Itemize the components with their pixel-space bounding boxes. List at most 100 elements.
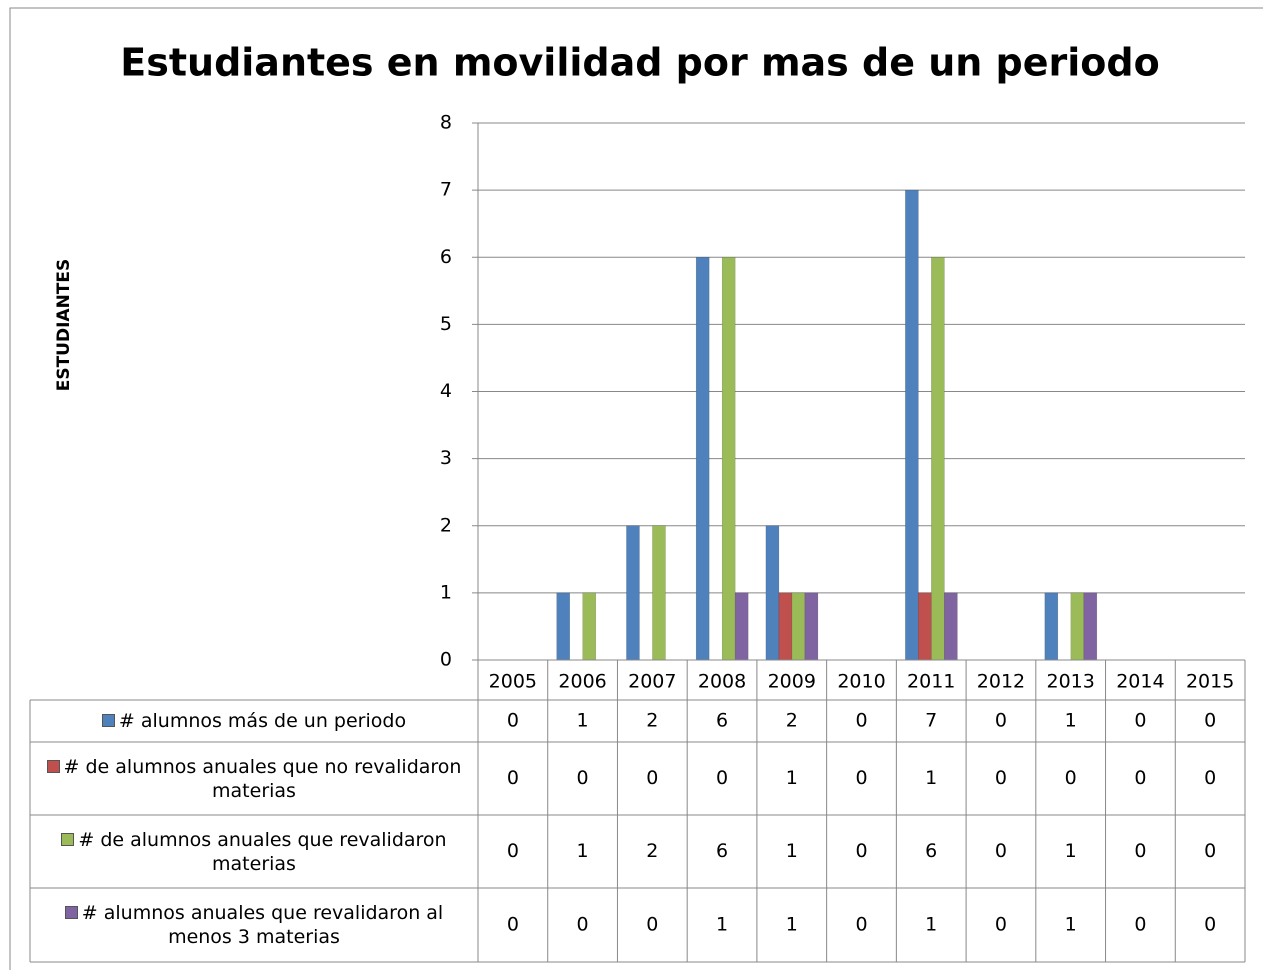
table-value: 1 xyxy=(577,840,589,862)
table-value: 0 xyxy=(507,767,519,789)
table-value: 0 xyxy=(1134,767,1146,789)
table-value: 0 xyxy=(1204,767,1216,789)
table-value: 1 xyxy=(925,914,937,936)
table-value: 1 xyxy=(577,710,589,732)
bar xyxy=(556,592,570,661)
bar xyxy=(721,257,736,661)
legend-key xyxy=(61,832,75,846)
x-tick-label: 2010 xyxy=(837,671,885,693)
table-value: 6 xyxy=(925,840,937,862)
table-value: 0 xyxy=(1204,710,1216,732)
table-value: 0 xyxy=(995,710,1007,732)
table-value: 0 xyxy=(1134,840,1146,862)
table-value: 0 xyxy=(577,767,589,789)
x-tick-label: 2011 xyxy=(907,671,955,693)
table-value: 0 xyxy=(1065,767,1077,789)
legend-wrap: # de alumnos anuales que no revalidaron … xyxy=(36,755,472,803)
legend-wrap: # alumnos anuales que revalidaron al men… xyxy=(36,901,472,949)
table-value: 1 xyxy=(786,840,798,862)
bar xyxy=(944,592,958,661)
table-value: 7 xyxy=(925,710,937,732)
x-tick-label: 2012 xyxy=(977,671,1025,693)
x-tick-label: 2007 xyxy=(628,671,676,693)
table-value: 2 xyxy=(646,710,658,732)
table-value: 0 xyxy=(1134,914,1146,936)
table-value: 0 xyxy=(577,914,589,936)
legend-label: # de alumnos anuales que revalidaron mat… xyxy=(78,828,447,875)
bar xyxy=(778,592,793,661)
x-tick-label: 2008 xyxy=(698,671,746,693)
table-value: 1 xyxy=(786,914,798,936)
legend-label: # de alumnos anuales que no revalidaron … xyxy=(63,755,462,802)
bar xyxy=(652,525,666,661)
table-value: 6 xyxy=(716,710,728,732)
table-value: 6 xyxy=(716,840,728,862)
bar xyxy=(1083,592,1098,661)
table-value: 0 xyxy=(507,840,519,862)
table-value: 0 xyxy=(646,914,658,936)
x-tick-label: 2013 xyxy=(1047,671,1095,693)
bar xyxy=(931,257,945,661)
bar xyxy=(1070,592,1085,661)
table-value: 0 xyxy=(995,914,1007,936)
bar xyxy=(1044,592,1059,661)
table-value: 0 xyxy=(646,767,658,789)
table-value: 0 xyxy=(1134,710,1146,732)
y-tick-label: 2 xyxy=(440,514,452,536)
table-value: 0 xyxy=(1204,840,1216,862)
table-value: 0 xyxy=(995,840,1007,862)
table-value: 1 xyxy=(786,767,798,789)
bar xyxy=(695,257,710,661)
legend-wrap: # de alumnos anuales que revalidaron mat… xyxy=(36,828,472,876)
x-tick-label: 2014 xyxy=(1116,671,1164,693)
y-tick-label: 3 xyxy=(440,447,452,469)
legend-label: # alumnos anuales que revalidaron al men… xyxy=(81,902,444,948)
table-value: 1 xyxy=(1065,710,1077,732)
legend-label: # alumnos más de un periodo xyxy=(118,710,407,732)
bar xyxy=(791,592,806,661)
y-tick-label: 7 xyxy=(440,179,452,201)
y-tick-label: 1 xyxy=(440,581,452,603)
y-tick-label: 4 xyxy=(440,380,452,402)
legend-wrap: # alumnos más de un periodo xyxy=(101,709,407,733)
x-tick-label: 2005 xyxy=(489,671,537,693)
table-value: 0 xyxy=(855,914,867,936)
bar xyxy=(734,592,749,661)
table-value: 0 xyxy=(716,767,728,789)
x-tick-label: 2006 xyxy=(558,671,606,693)
table-value: 0 xyxy=(507,710,519,732)
table-value: 1 xyxy=(1065,840,1077,862)
y-tick-label: 6 xyxy=(440,246,452,268)
bar xyxy=(905,189,919,661)
bar xyxy=(804,592,819,661)
x-tick-label: 2015 xyxy=(1186,671,1234,693)
table-value: 2 xyxy=(786,710,798,732)
legend-key xyxy=(64,906,78,919)
legend-entry: # alumnos anuales que revalidaron al men… xyxy=(30,888,478,962)
legend-key xyxy=(46,759,60,773)
table-value: 0 xyxy=(995,767,1007,789)
bar xyxy=(765,525,780,661)
bar xyxy=(918,592,932,661)
y-tick-label: 0 xyxy=(440,649,452,671)
y-tick-label: 8 xyxy=(440,112,452,134)
table-value: 1 xyxy=(1065,914,1077,936)
table-value: 0 xyxy=(855,840,867,862)
table-value: 0 xyxy=(507,914,519,936)
legend-entry: # de alumnos anuales que revalidaron mat… xyxy=(30,815,478,888)
legend-entry: # de alumnos anuales que no revalidaron … xyxy=(30,742,478,815)
x-tick-label: 2009 xyxy=(768,671,816,693)
chart-border xyxy=(9,7,1263,970)
table-value: 1 xyxy=(925,767,937,789)
y-axis-label: ESTUDIANTES xyxy=(54,259,74,392)
table-value: 2 xyxy=(646,840,658,862)
y-tick-label: 5 xyxy=(440,313,452,335)
bar xyxy=(582,592,596,661)
legend-key xyxy=(101,714,115,727)
bar xyxy=(626,525,640,661)
table-value: 1 xyxy=(716,914,728,936)
table-value: 0 xyxy=(855,767,867,789)
table-value: 0 xyxy=(855,710,867,732)
